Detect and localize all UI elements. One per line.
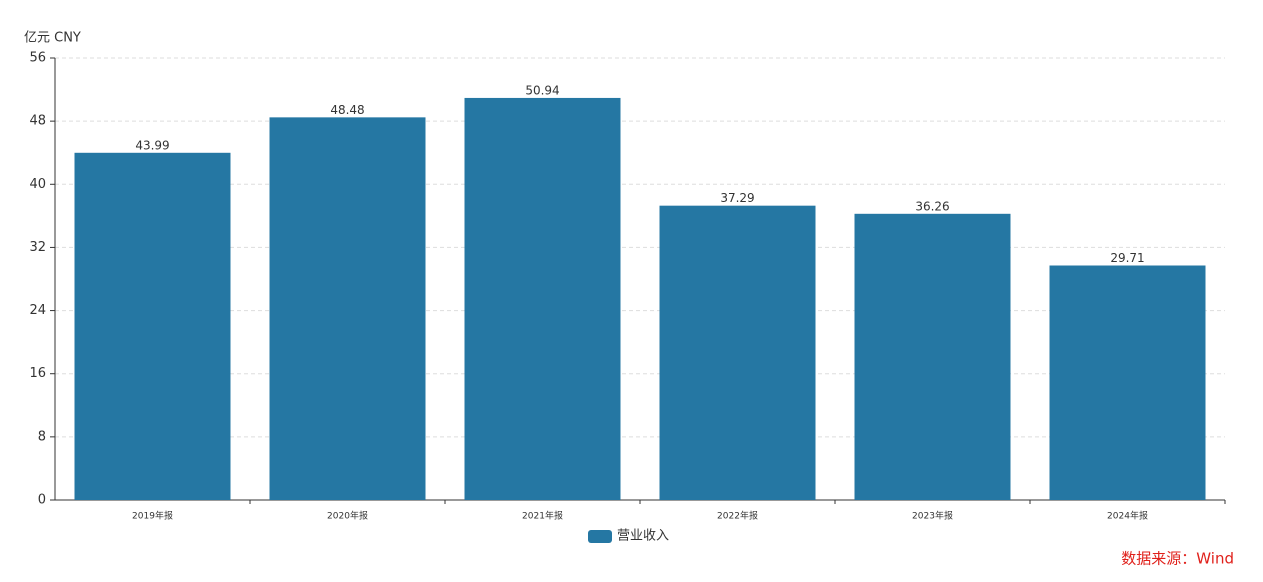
data-label: 37.29 — [720, 191, 754, 205]
x-tick-label: 2020年报 — [327, 510, 368, 522]
data-label: 50.94 — [525, 83, 559, 97]
bar — [854, 213, 1011, 500]
bar — [1049, 265, 1206, 500]
y-tick-label: 56 — [29, 51, 46, 66]
y-tick-label: 32 — [29, 240, 46, 255]
y-tick-label: 24 — [29, 303, 46, 318]
bar — [464, 97, 621, 500]
y-tick-label: 48 — [29, 114, 46, 129]
data-label: 29.71 — [1110, 251, 1144, 265]
y-tick-label: 40 — [29, 177, 46, 192]
y-axis-label: 亿元 CNY — [24, 31, 81, 46]
y-tick-label: 8 — [38, 429, 46, 444]
data-label: 48.48 — [330, 103, 364, 117]
data-label: 43.99 — [135, 138, 169, 152]
source-note: 数据来源：Wind — [1121, 550, 1234, 568]
bar — [659, 205, 816, 500]
y-tick-label: 16 — [29, 366, 46, 381]
legend-swatch — [588, 530, 612, 543]
y-tick-label: 0 — [38, 493, 46, 508]
x-tick-label: 2023年报 — [912, 510, 953, 522]
x-tick-label: 2019年报 — [132, 510, 173, 522]
data-label: 36.26 — [915, 199, 949, 213]
x-tick-label: 2022年报 — [717, 510, 758, 522]
x-tick-label: 2021年报 — [522, 510, 563, 522]
bar — [74, 152, 231, 500]
x-tick-label: 2024年报 — [1107, 510, 1148, 522]
bar — [269, 117, 426, 501]
legend-label: 营业收入 — [617, 529, 669, 544]
